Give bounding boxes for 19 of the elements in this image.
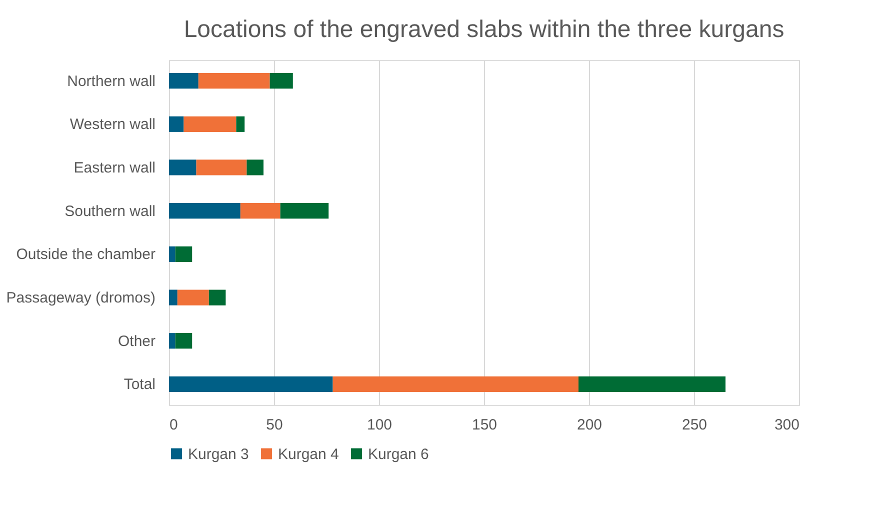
x-tick-label: 300 — [774, 416, 800, 434]
y-tick-label: Eastern wall — [74, 159, 156, 176]
y-tick-label: Western wall — [70, 116, 156, 134]
x-tick-label: 200 — [576, 416, 602, 434]
x-tick-label: 150 — [472, 416, 498, 434]
y-tick-label: Total — [124, 376, 156, 394]
y-tick-label: Southern wall — [64, 202, 156, 220]
y-tick-label: Northern wall — [67, 72, 156, 90]
x-tick-label: 100 — [366, 416, 392, 434]
legend-label: Kurgan 6 — [368, 446, 429, 463]
y-tick-label: Passageway (dromos) — [6, 290, 156, 307]
legend-label: Kurgan 4 — [278, 446, 339, 463]
x-tick-label: 250 — [682, 416, 708, 434]
x-tick-label: 50 — [266, 416, 283, 434]
chart-title: Locations of the engraved slabs within the three kurgans — [184, 16, 784, 43]
legend-label: Kurgan 3 — [188, 446, 249, 463]
y-tick-label: Other — [118, 332, 156, 350]
x-tick-label: 0 — [170, 416, 178, 434]
y-tick-label: Outside the chamber — [16, 246, 156, 264]
